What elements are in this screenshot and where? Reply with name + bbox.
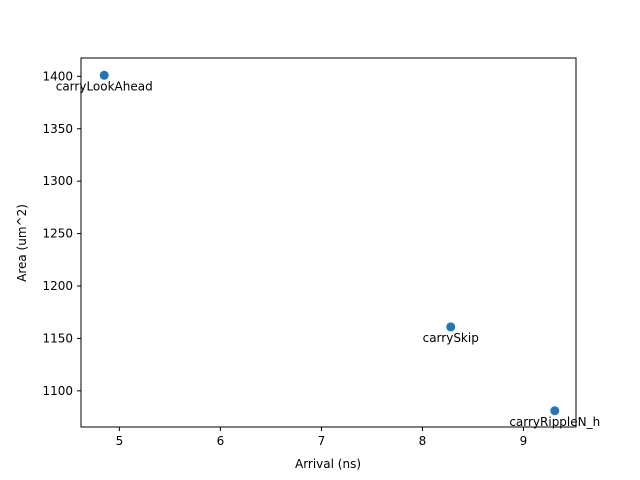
axes-frame	[80, 57, 577, 428]
x-tick-label: 7	[318, 434, 326, 448]
y-tick-label: 1100	[42, 384, 73, 398]
data-point	[446, 322, 456, 332]
x-axis-label: Arrival (ns)	[295, 457, 361, 471]
y-tick-label: 1200	[42, 279, 73, 293]
x-tick-label: 5	[116, 434, 124, 448]
y-tick-label: 1150	[42, 331, 73, 345]
data-point	[550, 406, 560, 416]
data-point	[99, 70, 109, 80]
point-label: carryRippleN_h	[509, 415, 600, 429]
y-tick-label: 1250	[42, 227, 73, 241]
x-tick-label: 6	[217, 434, 225, 448]
x-tick-label: 8	[419, 434, 427, 448]
point-label: carryLookAhead	[56, 79, 153, 93]
y-tick-label: 1300	[42, 174, 73, 188]
y-tick-label: 1400	[42, 69, 73, 83]
plot-area: 5 6 7 8 9 1100 1150 1200 1250 1300 1350 1400carryLo…	[42, 69, 600, 448]
x-tick-label: 9	[520, 434, 528, 448]
point-label: carrySkip	[423, 331, 479, 345]
y-axis-label: Area (um^2)	[15, 204, 29, 282]
y-tick-label: 1350	[42, 122, 73, 136]
